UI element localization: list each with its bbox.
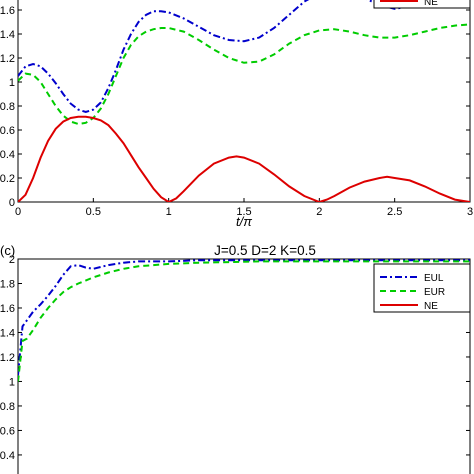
series-line-eul bbox=[18, 0, 426, 114]
y-tick-label: 1.2 bbox=[0, 352, 15, 364]
x-tick-label: 1 bbox=[166, 206, 172, 218]
series-line-eul bbox=[18, 259, 470, 376]
y-tick-label: 2 bbox=[9, 254, 15, 266]
x-tick-label: 2.5 bbox=[387, 206, 402, 218]
chart-panel-top: 0 0.2 0.4 0.6 0.8 1 1.2 1.4 1.6 0 0.5 1 1.5 2 2.5 3 t/π N… bbox=[0, 0, 473, 229]
y-tick-label: 0.6 bbox=[0, 425, 15, 437]
x-tick-label: 1.5 bbox=[236, 206, 251, 218]
y-tick-label: 0.2 bbox=[0, 173, 15, 185]
series-line-ne bbox=[18, 115, 470, 202]
plot-frame bbox=[17, 0, 471, 203]
x-tick-label: 0.5 bbox=[86, 206, 101, 218]
y-tick-label: 0 bbox=[9, 197, 15, 209]
y-tick-label: 0.8 bbox=[0, 401, 15, 413]
x-tick-label: 0 bbox=[15, 206, 21, 218]
legend-label-eur: EUR bbox=[424, 287, 445, 298]
y-tick-label: 1 bbox=[9, 376, 15, 388]
y-tick-label: 1 bbox=[9, 77, 15, 89]
y-tick-label: 0.4 bbox=[0, 450, 15, 462]
y-tick-label: 1.2 bbox=[0, 53, 15, 65]
legend-label-ne: NE bbox=[424, 301, 438, 312]
y-tick-label: 1.6 bbox=[0, 303, 15, 315]
y-tick-label: 0.8 bbox=[0, 101, 15, 113]
x-tick-label: 3 bbox=[467, 206, 473, 218]
legend-label-ne: NE bbox=[424, 0, 438, 8]
y-tick-label: 1.8 bbox=[0, 278, 15, 290]
y-tick-label: 0.6 bbox=[0, 125, 15, 137]
plot-area bbox=[18, 259, 470, 382]
chart-title: J=0.5 D=2 K=0.5 bbox=[214, 243, 316, 258]
y-tick-label: 1.6 bbox=[0, 5, 15, 17]
x-axis-label: t/π bbox=[236, 214, 252, 229]
y-tick-label: 1.4 bbox=[0, 29, 15, 41]
y-tick-label: 1.4 bbox=[0, 327, 15, 339]
series-line-eur bbox=[18, 23, 470, 126]
y-tick-label: 0.4 bbox=[0, 149, 15, 161]
legend-label-eul: EUL bbox=[424, 273, 444, 284]
panel-label: (c) bbox=[0, 243, 15, 258]
legend-box bbox=[373, 0, 471, 9]
x-tick-label: 2 bbox=[316, 206, 322, 218]
series-line-eur bbox=[18, 260, 470, 382]
plot-area bbox=[18, 0, 470, 202]
chart-panel-bottom: .20.40.60.811.21.41.61.82J=0.5 D=2 K=0.5… bbox=[0, 243, 471, 474]
